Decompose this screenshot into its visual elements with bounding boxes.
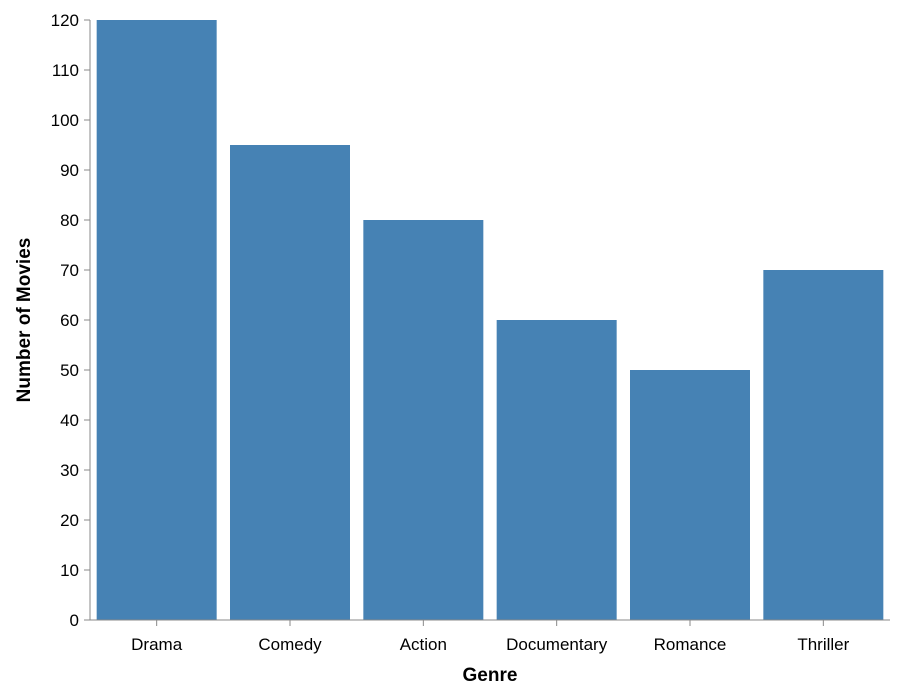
y-tick-label: 90	[60, 161, 79, 180]
y-tick-label: 20	[60, 511, 79, 530]
y-tick-label: 120	[51, 11, 79, 30]
bar-comedy	[230, 145, 350, 620]
x-tick-label: Drama	[131, 635, 183, 654]
bars-group	[96, 20, 884, 620]
y-tick-label: 50	[60, 361, 79, 380]
x-tick-label: Comedy	[258, 635, 322, 654]
bar-action	[363, 220, 484, 620]
bar-documentary	[496, 320, 617, 620]
bar-romance	[630, 370, 750, 620]
y-tick-label: 70	[60, 261, 79, 280]
y-tick-label: 80	[60, 211, 79, 230]
bar-drama	[96, 20, 217, 620]
y-axis-title: Number of Movies	[14, 238, 35, 403]
x-tick-label: Documentary	[506, 635, 608, 654]
y-axis: 0 10 20 30 40 50 60 70 80 90 100 110 120	[51, 11, 91, 630]
x-tick-label: Action	[400, 635, 447, 654]
x-tick-label: Romance	[654, 635, 727, 654]
bar-thriller	[763, 270, 884, 620]
y-tick-label: 60	[60, 311, 79, 330]
y-tick-label: 40	[60, 411, 79, 430]
x-tick-label: Thriller	[797, 635, 849, 654]
x-axis: Drama Comedy Action Documentary Romance Thril…	[90, 619, 890, 654]
y-tick-label: 10	[60, 561, 79, 580]
y-tick-label: 30	[60, 461, 79, 480]
y-tick-label: 0	[70, 611, 79, 630]
y-tick-label: 110	[52, 61, 79, 80]
y-tick-label: 100	[51, 111, 79, 130]
x-axis-title: Genre	[463, 665, 518, 686]
